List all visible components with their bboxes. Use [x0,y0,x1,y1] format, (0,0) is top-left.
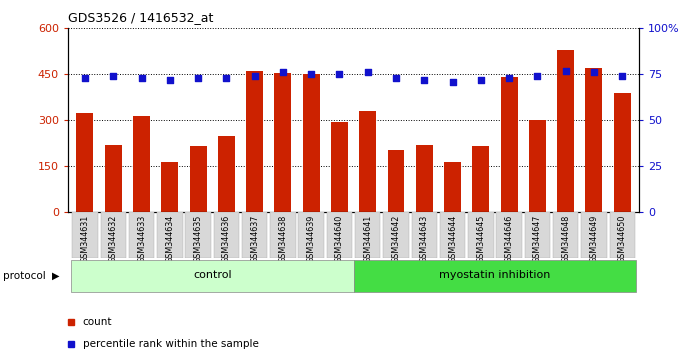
Point [277,70,288,75]
Point [306,72,317,77]
FancyBboxPatch shape [157,212,182,258]
Point [108,73,119,79]
Text: GSM344632: GSM344632 [109,215,118,263]
Bar [614,93,631,212]
FancyBboxPatch shape [354,260,636,292]
Text: GSM344635: GSM344635 [194,215,203,263]
Text: GSM344646: GSM344646 [505,215,513,263]
Text: GSM344649: GSM344649 [590,215,598,263]
Text: GSM344641: GSM344641 [363,215,372,263]
Bar [76,113,93,212]
Bar [190,147,207,212]
Point [475,77,486,83]
FancyBboxPatch shape [129,212,154,258]
Text: GSM344631: GSM344631 [80,215,90,263]
Text: ▶: ▶ [52,271,59,281]
Text: control: control [193,270,231,280]
Bar [303,74,320,212]
Text: GSM344648: GSM344648 [561,215,570,263]
Bar [161,162,178,212]
Point [419,77,430,83]
Text: GSM344634: GSM344634 [165,215,174,263]
Text: GSM344640: GSM344640 [335,215,344,263]
Text: GSM344638: GSM344638 [278,215,288,263]
FancyBboxPatch shape [101,212,126,258]
FancyBboxPatch shape [525,212,550,258]
FancyBboxPatch shape [553,212,579,258]
FancyBboxPatch shape [186,212,211,258]
Bar [585,68,602,212]
Text: GSM344645: GSM344645 [477,215,486,263]
Text: GSM344633: GSM344633 [137,215,146,263]
FancyBboxPatch shape [326,212,352,258]
Point [334,72,345,77]
FancyBboxPatch shape [214,212,239,258]
FancyBboxPatch shape [355,212,381,258]
Text: GSM344636: GSM344636 [222,215,231,263]
Bar [105,145,122,212]
Point [447,79,458,85]
FancyBboxPatch shape [440,212,465,258]
Bar [415,145,432,212]
Bar [388,149,405,212]
Text: GSM344637: GSM344637 [250,215,259,263]
Point [560,68,571,74]
Point [136,75,147,81]
Point [532,73,543,79]
Point [249,73,260,79]
Bar [557,50,574,212]
Text: GSM344642: GSM344642 [392,215,401,263]
Bar [218,136,235,212]
Bar [359,111,376,212]
Bar [529,120,546,212]
Point [588,70,599,75]
Text: count: count [82,317,112,327]
Bar [133,116,150,212]
Point [617,73,628,79]
Text: myostatin inhibition: myostatin inhibition [439,270,551,280]
FancyBboxPatch shape [242,212,267,258]
FancyBboxPatch shape [411,212,437,258]
Text: protocol: protocol [3,271,46,281]
FancyBboxPatch shape [468,212,494,258]
Text: GSM344650: GSM344650 [617,215,627,263]
Text: GSM344647: GSM344647 [533,215,542,263]
Point [390,75,401,81]
Text: GDS3526 / 1416532_at: GDS3526 / 1416532_at [68,11,214,24]
Text: GSM344643: GSM344643 [420,215,429,263]
FancyBboxPatch shape [72,212,98,258]
Point [80,75,90,81]
FancyBboxPatch shape [270,212,296,258]
Bar [473,147,490,212]
Point [192,75,203,81]
FancyBboxPatch shape [609,212,635,258]
Text: GSM344639: GSM344639 [307,215,316,263]
FancyBboxPatch shape [384,212,409,258]
Point [165,77,175,83]
FancyBboxPatch shape [299,212,324,258]
Point [221,75,232,81]
Text: percentile rank within the sample: percentile rank within the sample [82,339,258,349]
FancyBboxPatch shape [496,212,522,258]
Point [504,75,515,81]
Bar [331,122,348,212]
Bar [275,73,292,212]
Text: GSM344644: GSM344644 [448,215,457,263]
FancyBboxPatch shape [71,260,354,292]
Bar [500,78,517,212]
Bar [444,162,461,212]
Bar [246,71,263,212]
FancyBboxPatch shape [581,212,607,258]
Point [362,70,373,75]
